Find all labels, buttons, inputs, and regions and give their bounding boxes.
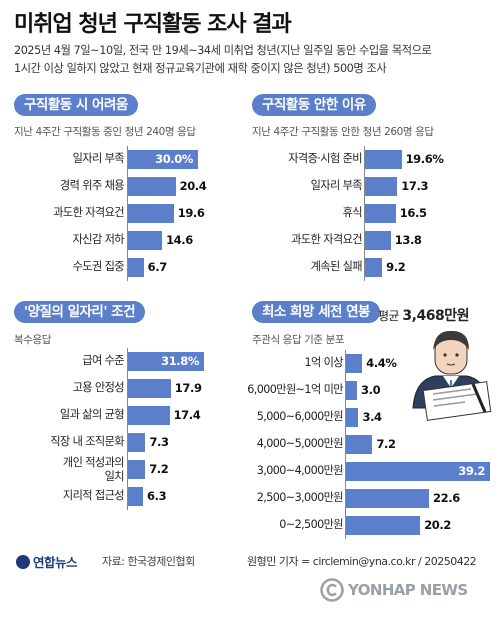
description-line-1: 2025년 4월 7일~10일, 전국 만 19세~34세 미취업 청년(지난 … [14, 44, 432, 57]
logo-icon [16, 555, 30, 569]
page-title: 미취업 청년 구직활동 조사 결과 [14, 12, 292, 37]
chart-1-category-경력-위주-채용: 경력 위주 채용 [59, 179, 125, 192]
average-value: 3,468만원 [402, 308, 469, 324]
chart-3-category-일과-삶의-균형: 일과 삶의 균형 [59, 408, 125, 421]
chart-1-value-수도권-집중: 6.7 [147, 260, 168, 274]
chart-4-category-5-000-6-000만원: 5,000~6,000만원 [256, 410, 344, 423]
chart-4-category-2-500-3-000만원: 2,500~3,000만원 [256, 491, 344, 504]
chart-1-title: 구직활동 시 어려움 [14, 94, 138, 116]
chart-2-subtitle: 지난 4주간 구직활동 안한 청년 260명 응답 [252, 126, 434, 138]
chart-3-category-개인-적성과의-일치: 개인 적성과의 일치 [62, 456, 125, 483]
chart-1-value-경력-위주-채용: 20.4 [179, 179, 207, 193]
chart-4-value-5-000-6-000만원: 3.4 [362, 410, 382, 424]
chart-2-category-계속된-실패: 계속된 실패 [310, 260, 363, 273]
logo-text: 연합뉴스 [33, 555, 78, 570]
chart-1-category-자신감-저하: 자신감 저하 [72, 233, 125, 246]
chart-2-axis [364, 146, 365, 281]
chart-4-bar-6-000만원-1억-미만 [346, 381, 358, 400]
chart-1-value-일자리-부족: 30.0% [155, 152, 193, 166]
chart-4-bar-3-000-4-000만원 [346, 462, 490, 481]
chart-2-value-휴식: 16.5 [399, 206, 427, 220]
chart-3-value-지리적-접근성: 6.3 [147, 489, 167, 503]
chart-4-value-0-2-500만원: 20.2 [424, 518, 451, 532]
chart-3-category-급여-수준: 급여 수준 [82, 354, 124, 367]
description-line-2: 1시간 이상 일하지 않았고 현재 정규교육기관에 재학 중이지 않은 청년) … [14, 62, 387, 75]
chart-4-bar-5-000-6-000만원 [346, 408, 359, 427]
chart-3-value-급여-수준: 31.8% [161, 354, 199, 368]
chart-3-value-일과-삶의-균형: 17.4 [173, 408, 201, 422]
chart-4-title: 최소 희망 세전 연봉 [252, 301, 380, 323]
chart-4-value-4-000-5-000만원: 7.2 [376, 437, 396, 451]
credit-text: 원형민 기자 = circlemin@yna.co.kr / 20250422 [247, 555, 477, 568]
chart-2-bar-일자리-부족 [365, 177, 398, 196]
chart-2-value-일자리-부족: 17.3 [401, 179, 429, 193]
chart-3-category-직장-내-조직문화: 직장 내 조직문화 [50, 435, 124, 448]
chart-3-value-개인-적성과의-일치: 7.2 [149, 462, 169, 476]
chart-2-value-과도한-자격요건: 13.8 [394, 233, 422, 247]
yonhap-logo: 연합뉴스 [16, 552, 78, 571]
chart-3-category-고용-안정성: 고용 안정성 [72, 381, 125, 394]
chart-4-category-1억-이상: 1억 이상 [304, 356, 343, 369]
chart-2-bar-과도한-자격요건 [365, 231, 391, 250]
chart-2-value-계속된-실패: 9.2 [386, 260, 406, 274]
chart-2-category-자격증-시험-준비: 자격증·시험 준비 [288, 152, 362, 165]
chart-3-bar-직장-내-조직문화 [128, 433, 146, 452]
chart-1-value-자신감-저하: 14.6 [166, 233, 193, 247]
chart-3-value-직장-내-조직문화: 7.3 [149, 435, 169, 449]
watermark-copyright-icon [320, 578, 344, 602]
chart-1-value-과도한-자격요건: 19.6 [177, 206, 205, 220]
chart-4-bar-2-500-3-000만원 [346, 489, 430, 508]
chart-4-value-2-500-3-000만원: 22.6 [433, 491, 460, 505]
chart-4-value-3-000-4-000만원: 39.2 [458, 464, 485, 478]
average-salary: 평균 3,468만원 [378, 305, 469, 325]
source-text: 자료: 한국경제인협회 [102, 555, 195, 568]
chart-3-axis [127, 348, 128, 510]
chart-1-category-과도한-자격요건: 과도한 자격요건 [53, 206, 124, 219]
chart-2-value-자격증-시험-준비: 19.6% [405, 152, 444, 166]
chart-1-bar-경력-위주-채용 [128, 177, 176, 196]
chart-1-category-일자리-부족: 일자리 부족 [72, 152, 125, 165]
chart-2-category-휴식: 휴식 [342, 206, 363, 219]
chart-4-category-0-2-500만원: 0~2,500만원 [279, 518, 343, 531]
chart-3-value-고용-안정성: 17.9 [174, 381, 202, 395]
chart-4-category-3-000-4-000만원: 3,000~4,000만원 [256, 464, 344, 477]
chart-3-subtitle: 복수응답 [14, 334, 52, 346]
chart-3-bar-일과-삶의-균형 [128, 406, 170, 425]
chart-3-bar-개인-적성과의-일치 [128, 460, 146, 479]
chart-4-value-6-000만원-1억-미만: 3.0 [361, 383, 381, 397]
chart-2-bar-계속된-실패 [365, 258, 383, 277]
chart-4-bar-4-000-5-000만원 [346, 435, 373, 454]
chart-2-bar-휴식 [365, 204, 396, 223]
chart-3-title: '양질의 일자리' 조건 [14, 301, 146, 323]
watermark: YONHAP NEWS [318, 576, 488, 604]
chart-1-bar-수도권-집중 [128, 258, 144, 277]
chart-4-subtitle: 주관식 응답 기준 분포 [252, 334, 345, 346]
chart-1-subtitle: 지난 4주간 구직활동 중인 청년 240명 응답 [14, 126, 196, 138]
chart-2-bar-자격증-시험-준비 [365, 150, 402, 169]
watermark-text: YONHAP NEWS [348, 581, 468, 599]
chart-1-bar-과도한-자격요건 [128, 204, 174, 223]
survey-description: 2025년 4월 7일~10일, 전국 만 19세~34세 미취업 청년(지난 … [14, 42, 484, 78]
chart-1-bar-자신감-저하 [128, 231, 163, 250]
average-label: 평균 [378, 309, 400, 323]
chart-4-bar-0-2-500만원 [346, 516, 421, 535]
chart-3-bar-지리적-접근성 [128, 487, 144, 506]
job-seeker-illustration [412, 330, 492, 421]
chart-3-category-지리적-접근성: 지리적 접근성 [62, 489, 125, 502]
chart-4-value-1억-이상: 4.4% [366, 356, 397, 370]
chart-2-category-과도한-자격요건: 과도한 자격요건 [291, 233, 362, 246]
chart-4-category-6-000만원-1억-미만: 6,000만원~1억 미만 [247, 383, 343, 396]
chart-4-bar-1억-이상 [346, 354, 363, 373]
chart-1-bar-일자리-부족 [128, 150, 198, 169]
chart-1-axis [127, 146, 128, 281]
chart-1-category-수도권-집중: 수도권 집중 [72, 260, 125, 273]
chart-4-axis [345, 350, 346, 539]
chart-3-bar-고용-안정성 [128, 379, 171, 398]
chart-2-title: 구직활동 안한 이유 [252, 94, 376, 116]
chart-4-category-4-000-5-000만원: 4,000~5,000만원 [256, 437, 344, 450]
chart-2-category-일자리-부족: 일자리 부족 [310, 179, 363, 192]
chart-3-bar-급여-수준 [128, 352, 204, 371]
